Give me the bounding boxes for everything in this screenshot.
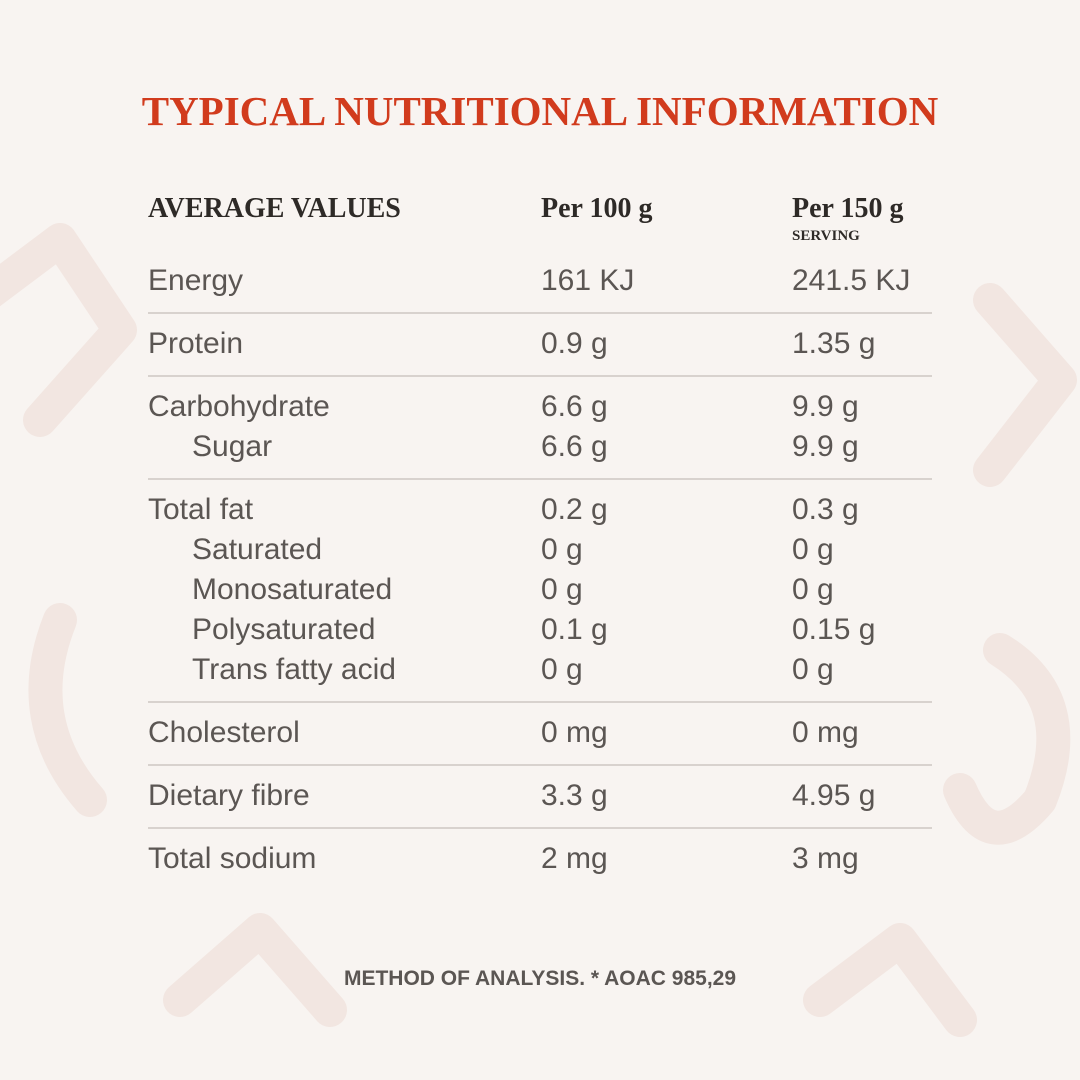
decor-stroke (0, 223, 137, 437)
row-value: 0 g (541, 653, 583, 686)
row-label: Energy (148, 264, 243, 297)
decor-stroke (803, 923, 977, 1037)
row-value: 6.6 g (541, 390, 608, 423)
row-label: Total sodium (148, 842, 316, 875)
decor-stroke (943, 633, 1071, 845)
row-label: Dietary fibre (148, 779, 310, 812)
row-label: Cholesterol (148, 716, 300, 749)
row-value: 2 mg (541, 842, 608, 875)
row-label: Carbohydrate (148, 390, 330, 423)
decor-stroke (163, 913, 347, 1027)
row-label: Saturated (192, 533, 322, 566)
row-value: 1.35 g (792, 327, 875, 360)
row-value: 6.6 g (541, 430, 608, 463)
row-value: 0.2 g (541, 493, 608, 526)
decor-stroke (973, 283, 1077, 487)
column-header: AVERAGE VALUES (148, 193, 401, 224)
row-label: Total fat (148, 493, 254, 526)
row-value: 0.3 g (792, 493, 859, 526)
title: TYPICAL NUTRITIONAL INFORMATION (142, 88, 939, 134)
row-value: 0 g (541, 533, 583, 566)
background-pattern (0, 223, 1077, 1037)
column-header: Per 100 g (541, 193, 652, 224)
footnote: METHOD OF ANALYSIS. * AOAC 985,29 (344, 967, 736, 990)
row-value: 0 mg (541, 716, 608, 749)
row-value: 0 g (541, 573, 583, 606)
row-label: Trans fatty acid (192, 653, 396, 686)
row-value: 0 g (792, 573, 834, 606)
row-label: Monosaturated (192, 573, 392, 606)
table-body: Energy 161 KJ 241.5 KJ Protein 0.9 g 1.35 g Ca… (148, 264, 932, 875)
row-value: 3.3 g (541, 779, 608, 812)
row-value: 0.15 g (792, 613, 875, 646)
row-value: 0 g (792, 653, 834, 686)
column-header-note: SERVING (792, 228, 860, 244)
row-value: 9.9 g (792, 390, 859, 423)
column-header: Per 150 g (792, 193, 903, 224)
row-value: 3 mg (792, 842, 859, 875)
row-value: 161 KJ (541, 264, 634, 297)
row-value: 0 mg (792, 716, 859, 749)
row-label: Polysaturated (192, 613, 375, 646)
row-label: Protein (148, 327, 243, 360)
row-value: 241.5 KJ (792, 264, 910, 297)
row-value: 0.9 g (541, 327, 608, 360)
decor-stroke (28, 603, 107, 817)
row-value: 4.95 g (792, 779, 875, 812)
row-value: 9.9 g (792, 430, 859, 463)
row-label: Sugar (192, 430, 272, 463)
row-value: 0.1 g (541, 613, 608, 646)
row-value: 0 g (792, 533, 834, 566)
